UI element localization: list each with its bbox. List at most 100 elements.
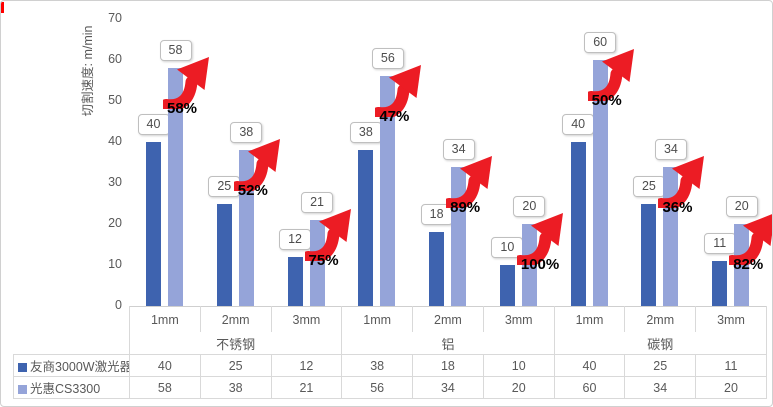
bar-value-callout: 34	[654, 139, 687, 160]
bar-series1	[570, 142, 586, 306]
table-value-cell: 12	[270, 354, 343, 377]
increase-percent-label: 36%	[662, 199, 693, 216]
x-axis-thickness-label: 1mm	[129, 306, 201, 332]
series-legend-cell: 友商3000W激光器	[13, 354, 130, 377]
series-name-label: 友商3000W激光器	[30, 360, 130, 374]
table-value-cell: 20	[482, 376, 555, 399]
bar-group: 18 34 89%	[412, 19, 493, 306]
bar-group: 25 34 36%	[624, 19, 705, 306]
y-axis-tick-label: 50	[108, 93, 122, 107]
increase-percent-label: 47%	[379, 108, 410, 125]
bar-series2	[380, 76, 396, 306]
increase-percent-label: 50%	[591, 92, 622, 109]
bar-value-callout: 11	[703, 233, 736, 254]
x-axis-thickness-label: 3mm	[271, 306, 343, 332]
bar-series1	[429, 232, 445, 306]
table-value-cell: 25	[624, 354, 697, 377]
x-axis-thickness-label: 2mm	[200, 306, 272, 332]
series-name-label: 光惠CS3300	[30, 382, 101, 396]
y-axis-title: 切割速度: m/min	[81, 25, 95, 117]
table-value-cell: 40	[129, 354, 201, 377]
bar-chart-plot-area: 0 10 20 30 40 50 60 70 40 58 58% 25 38 52% 12 21 75% 38 56…	[108, 11, 772, 312]
bar-series2	[168, 68, 183, 306]
y-axis-tick-label: 70	[108, 11, 122, 25]
bar-value-callout: 10	[491, 237, 524, 258]
increase-arrow-icon	[372, 63, 433, 120]
increase-arrow-icon	[160, 55, 221, 112]
bar-group: 40 60 50%	[554, 19, 634, 306]
bar-value-callout: 25	[208, 176, 241, 197]
table-value-cell: 58	[129, 376, 201, 399]
x-axis-thickness-label: 1mm	[554, 306, 626, 332]
x-axis-thickness-label: 3mm	[483, 306, 555, 332]
increase-arrow-icon	[230, 137, 292, 194]
bar-value-callout: 60	[584, 32, 617, 53]
increase-percent-label: 58%	[167, 100, 198, 117]
bar-series2	[734, 224, 750, 306]
bar-group: 11 20 82%	[695, 19, 772, 306]
increase-arrow-icon	[584, 47, 646, 104]
bar-value-callout: 38	[230, 122, 263, 143]
bar-value-callout: 20	[725, 196, 758, 217]
table-value-cell: 20	[695, 376, 767, 399]
increase-arrow-icon	[301, 207, 363, 264]
bar-value-callout: 40	[562, 114, 595, 135]
y-axis-tick-label: 0	[115, 298, 122, 312]
bar-series1	[216, 204, 232, 306]
table-corner-cell	[13, 306, 130, 355]
bar-group: 25 38 52%	[200, 19, 280, 306]
bar-group: 40 58 58%	[129, 19, 209, 306]
x-axis-thickness-label: 2mm	[624, 306, 697, 332]
x-axis-thickness-label: 1mm	[341, 306, 414, 332]
increase-percent-label: 100%	[520, 256, 560, 273]
bar-series1	[358, 150, 374, 306]
table-value-cell: 60	[553, 376, 626, 399]
chart-data-table: 1mm 2mm 3mm 1mm 2mm 3mm 1mm 2mm 3mm 不锈钢铝碳钢 友商3000W…	[13, 306, 767, 399]
y-axis-tick-label: 30	[108, 175, 122, 189]
table-value-cell: 40	[553, 354, 626, 377]
table-value-cell: 21	[270, 376, 343, 399]
bar-group: 10 20 100%	[483, 19, 563, 306]
table-value-cell: 34	[624, 376, 697, 399]
increase-percent-label: 52%	[237, 182, 268, 199]
bar-value-callout: 25	[632, 176, 665, 197]
table-value-cell: 18	[412, 354, 484, 377]
bar-group: 38 56 47%	[341, 19, 422, 306]
increase-percent-label: 89%	[450, 199, 481, 216]
table-value-cell: 34	[412, 376, 484, 399]
x-axis-thickness-label: 2mm	[412, 306, 484, 332]
y-axis-tick-label: 60	[108, 52, 122, 66]
increase-percent-label: 82%	[733, 256, 764, 273]
table-value-cell: 10	[482, 354, 555, 377]
increase-arrow-icon	[513, 211, 575, 268]
increase-arrow-icon	[726, 211, 772, 268]
table-value-cell: 38	[341, 354, 414, 377]
table-value-cell: 25	[199, 354, 272, 377]
bar-value-callout: 21	[301, 192, 334, 213]
y-axis-tick-label: 20	[108, 216, 122, 230]
increase-arrow-icon	[443, 154, 504, 211]
x-axis-material-label: 不锈钢	[129, 332, 343, 355]
x-axis-material-label: 铝	[341, 332, 555, 355]
bar-value-callout: 56	[371, 48, 404, 69]
y-axis-tick-label: 40	[108, 134, 122, 148]
bar-series2	[592, 60, 608, 306]
bar-value-callout: 40	[137, 114, 170, 135]
bar-value-callout: 58	[159, 40, 192, 61]
x-axis-material-label: 碳钢	[554, 332, 767, 355]
bar-series1	[641, 204, 657, 306]
table-value-cell: 11	[695, 354, 767, 377]
bar-series2	[521, 224, 537, 306]
bar-series1	[712, 261, 728, 306]
data-table: 1mm 2mm 3mm 1mm 2mm 3mm 1mm 2mm 3mm 不锈钢铝碳钢 友商3000W…	[13, 306, 767, 399]
bar-value-callout: 34	[442, 139, 475, 160]
table-value-cell: 38	[199, 376, 272, 399]
table-value-cell: 56	[341, 376, 414, 399]
bar-group: 12 21 75%	[271, 19, 351, 306]
bar-value-callout: 18	[420, 204, 453, 225]
increase-arrow-icon	[655, 154, 716, 211]
bar-series1	[146, 142, 161, 306]
x-axis-thickness-label: 3mm	[695, 306, 767, 332]
series-legend-cell: 光惠CS3300	[13, 376, 130, 399]
